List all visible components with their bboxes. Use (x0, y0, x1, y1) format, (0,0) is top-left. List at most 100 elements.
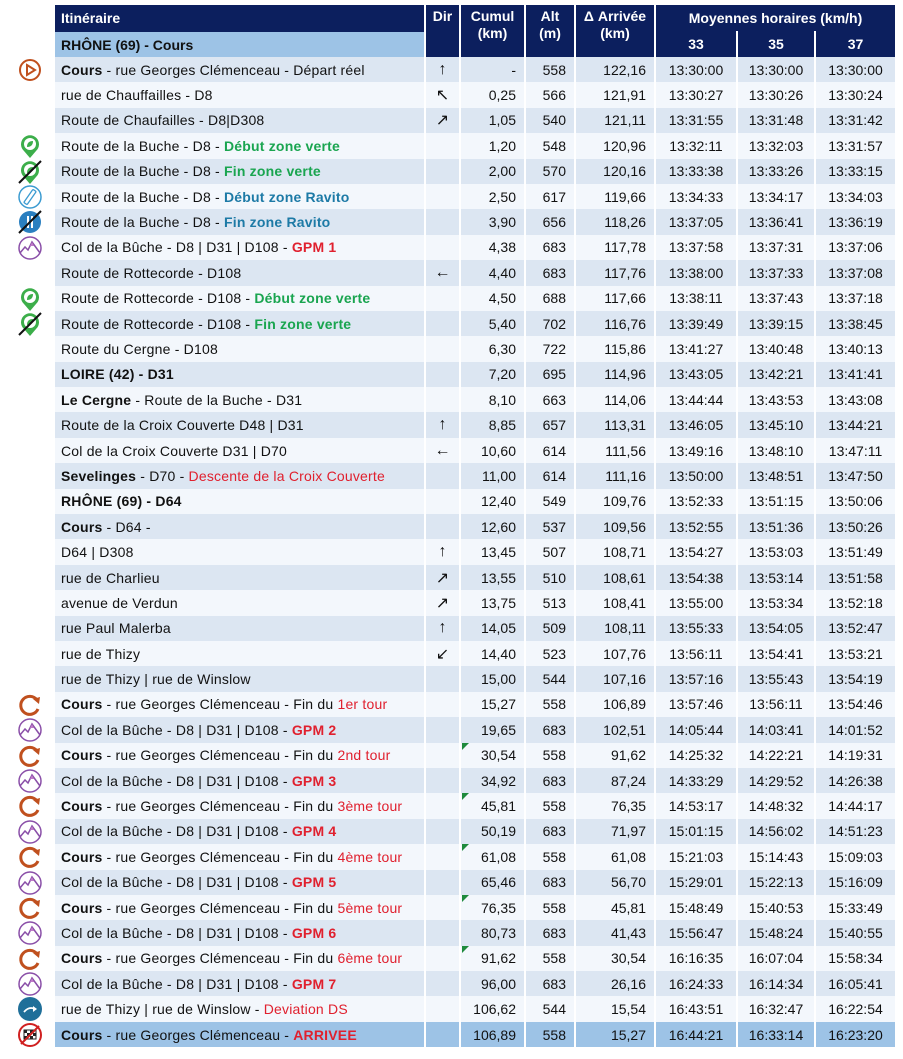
time-35-cell: 15:48:24 (736, 920, 815, 946)
arrivee-cell: 117,66 (574, 285, 655, 311)
direction-cell (424, 869, 460, 895)
table-row: avenue de Verdun ↗ 13,75 513 108,41 13:55:00 1… (55, 590, 896, 616)
alt-cell: 507 (524, 539, 575, 565)
itinerary-body: Cours - rue Georges Clémenceau - Départ … (18, 57, 896, 1048)
time-37-cell: 14:26:38 (813, 767, 896, 794)
table-row: Route de la Buche - D8 - Début zone vert… (21, 133, 896, 159)
green-zone-end-icon (17, 311, 43, 336)
cumul-cell: 7,20 (459, 361, 525, 388)
arrivee-cell: 119,66 (574, 183, 655, 210)
itinerary-label: avenue de Verdun (55, 590, 425, 616)
time-35-cell: 13:43:53 (736, 387, 815, 413)
alt-cell: 617 (524, 183, 575, 210)
label-part: Col de la Bûche - D8 | D31 | D108 - (61, 924, 292, 941)
time-35-cell: 13:34:17 (736, 183, 815, 210)
alt-cell: 558 (524, 844, 575, 870)
time-33-cell: 13:57:46 (654, 691, 737, 718)
label-part: - rue Georges Clémenceau - Fin du (102, 848, 338, 865)
time-33-cell: 13:57:16 (654, 666, 737, 692)
direction-cell (424, 310, 460, 337)
direction-cell (424, 285, 460, 311)
cumul-value: 1,20 (488, 137, 516, 154)
time-33-cell: 13:31:55 (654, 107, 737, 134)
label-part: Cours (61, 61, 103, 78)
direction-cell: ↗ (424, 107, 460, 134)
arrivee-cell: 102,51 (574, 717, 655, 743)
direction-cell (424, 894, 460, 921)
label-part: Cours (61, 848, 103, 865)
table-row: Sevelinges - D70 - Descente de la Croix … (55, 463, 896, 489)
time-35-cell: 13:53:14 (736, 564, 815, 591)
table-row: Col de la Croix Couverte D31 | D70 ← 10,60… (55, 437, 896, 464)
direction-cell: ← (424, 260, 460, 286)
time-33-cell: 14:33:29 (654, 767, 737, 794)
time-35-cell: 13:37:33 (736, 260, 815, 286)
label-part: 4ème tour (337, 848, 403, 865)
alt-cell: 544 (524, 666, 575, 692)
itinerary-label: Cours - rue Georges Clémenceau - Fin du … (19, 894, 425, 921)
direction-cell (424, 717, 460, 743)
cumul-value: 6,30 (488, 340, 516, 357)
cumul-value: 4,40 (488, 264, 516, 281)
alt-cell: 683 (524, 767, 575, 794)
cumul-value: 8,10 (488, 391, 516, 408)
cumul-cell: 45,81 (459, 793, 525, 819)
arrivee-cell: 108,71 (574, 539, 655, 565)
label-part: - rue Georges Clémenceau - Fin du (102, 899, 338, 916)
header-arrivee-label: Δ Arrivée (583, 8, 647, 24)
alt-cell: 683 (524, 717, 575, 743)
time-35-cell: 13:39:15 (736, 310, 815, 337)
alt-cell: 683 (524, 971, 575, 997)
cumul-cell: 5,40 (459, 310, 525, 337)
alt-cell: 695 (524, 361, 575, 388)
table-row: Col de la Bûche - D8 | D31 | D108 - GPM … (18, 717, 896, 743)
arrivee-cell: 15,54 (574, 996, 655, 1022)
header-arrivee-unit: (km) (600, 25, 630, 41)
direction-cell: ↑ (424, 412, 460, 438)
itinerary-table: Itinéraire Dir Cumul (km) Alt (m) Δ Arrivé… (18, 5, 896, 1048)
cumul-value: 1,05 (488, 112, 516, 129)
label-part: avenue de Verdun (61, 594, 178, 611)
itinerary-label: Col de la Bûche - D8 | D31 | D108 - GPM … (18, 717, 425, 743)
label-part: - D70 - (136, 467, 189, 484)
label-part: Col de la Bûche - D8 | D31 | D108 - (61, 975, 292, 992)
arrivee-cell: 41,43 (574, 920, 655, 946)
time-35-cell: 13:40:48 (736, 336, 815, 362)
itinerary-label: Cours - rue Georges Clémenceau - Fin du … (19, 793, 425, 819)
itinerary-label: Cours - rue Georges Clémenceau - Fin du … (19, 844, 425, 870)
label-part: Col de la Bûche - D8 | D31 | D108 - (61, 874, 292, 891)
cumul-cell: 14,05 (459, 615, 525, 641)
itinerary-label: LOIRE (42) - D31 (55, 361, 425, 388)
time-37-cell: 13:36:19 (813, 209, 896, 235)
cumul-cell: 13,45 (459, 539, 525, 565)
label-part: RHÔNE (69) - D64 (61, 493, 182, 510)
time-35-cell: 16:07:04 (736, 945, 815, 972)
arrivee-cell: 91,62 (574, 742, 655, 768)
lap-loop-icon (17, 946, 43, 971)
arrivee-cell: 111,56 (574, 437, 655, 464)
alt-cell: 570 (524, 158, 575, 184)
label-part: Col de la Bûche - D8 | D31 | D108 - (61, 239, 292, 256)
table-row: rue de Thizy ↙ 14,40 523 107,76 13:56:11 13:54… (55, 640, 896, 667)
time-33-cell: 13:52:33 (654, 488, 737, 515)
itinerary-label: Sevelinges - D70 - Descente de la Croix … (55, 463, 425, 489)
cumul-cell: 15,27 (459, 691, 525, 718)
direction-cell (424, 514, 460, 540)
time-35-cell: 14:48:32 (736, 793, 815, 819)
cumul-cell: 19,65 (459, 717, 525, 743)
time-37-cell: 13:54:19 (813, 666, 896, 692)
direction-cell: ↑ (424, 57, 460, 83)
table-row: Col de la Bûche - D8 | D31 | D108 - GPM … (18, 971, 896, 997)
arrivee-cell: 117,76 (574, 260, 655, 286)
table-row: D64 | D308 ↑ 13,45 507 108,71 13:54:27 13:53:0… (55, 539, 896, 565)
cumul-value: 8,85 (488, 417, 516, 434)
time-33-cell: 15:48:49 (654, 894, 737, 921)
label-part: Route de la Croix Couverte D48 | D31 (61, 417, 304, 434)
cumul-value: 106,62 (473, 1001, 516, 1018)
finish-flag-icon (17, 1022, 43, 1047)
direction-cell (424, 793, 460, 819)
label-part: Fin zone Ravito (223, 214, 331, 231)
alt-cell: 683 (524, 818, 575, 845)
label-part: LOIRE (42) - D31 (61, 366, 174, 383)
table-row: rue de Chauffailles - D8 ↖ 0,25 566 121,91 13… (55, 82, 896, 108)
